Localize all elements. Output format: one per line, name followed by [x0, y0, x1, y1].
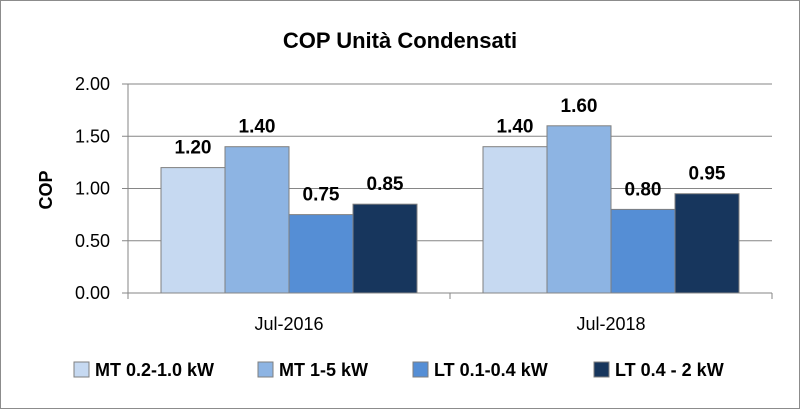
y-tick-label-4: 2.00 — [75, 74, 110, 94]
data-label-1-1: 1.60 — [561, 96, 598, 117]
legend-swatch-1 — [257, 361, 274, 378]
y-tick-label-3: 1.50 — [75, 126, 110, 146]
legend-label-1: MT 1-5 kW — [279, 360, 368, 380]
data-label-0-2: 0.75 — [303, 185, 340, 206]
legend-label-3: LT 0.4 - 2 kW — [615, 360, 724, 380]
data-label-1-0: 1.40 — [497, 117, 534, 138]
legend-label-2: LT 0.1-0.4 kW — [434, 360, 548, 380]
data-label-1-2: 0.80 — [625, 179, 662, 200]
legend: MT 0.2-1.0 kW MT 1-5 kW LT 0.1-0.4 kW LT 0.… — [73, 360, 724, 380]
bar-1-3 — [674, 193, 740, 294]
legend-swatch-3 — [593, 361, 610, 378]
legend-swatch-2 — [412, 361, 429, 378]
y-tick-label-0: 0.00 — [75, 283, 110, 303]
y-tick-label-1: 0.50 — [75, 231, 110, 251]
category-labels: Jul-2016 Jul-2018 — [254, 314, 645, 334]
bar-1-1 — [546, 125, 612, 294]
bar-0-2 — [288, 214, 354, 294]
bar-0-1 — [224, 146, 290, 294]
y-tick-label-2: 1.00 — [75, 179, 110, 199]
legend-label-0: MT 0.2-1.0 kW — [95, 360, 214, 380]
bar-0-0 — [160, 167, 226, 294]
category-label-0: Jul-2016 — [254, 314, 323, 334]
data-label-0-0: 1.20 — [175, 138, 212, 159]
y-axis-label: COP — [36, 170, 56, 209]
data-labels: 1.20 1.40 0.75 0.85 1.40 1.60 0.80 0.95 — [175, 96, 726, 206]
y-tick-labels: 0.00 0.50 1.00 1.50 2.00 — [75, 74, 110, 303]
data-label-1-3: 0.95 — [689, 164, 726, 185]
chart-title: COP Unità Condensati — [283, 28, 517, 53]
legend-swatch-0 — [73, 361, 90, 378]
bar-0-3 — [352, 203, 418, 294]
data-label-0-3: 0.85 — [367, 174, 404, 195]
category-label-1: Jul-2018 — [576, 314, 645, 334]
data-label-0-1: 1.40 — [239, 117, 276, 138]
axes — [122, 83, 773, 299]
bar-1-2 — [610, 208, 676, 294]
bar-1-0 — [482, 146, 548, 294]
bars — [160, 125, 740, 294]
